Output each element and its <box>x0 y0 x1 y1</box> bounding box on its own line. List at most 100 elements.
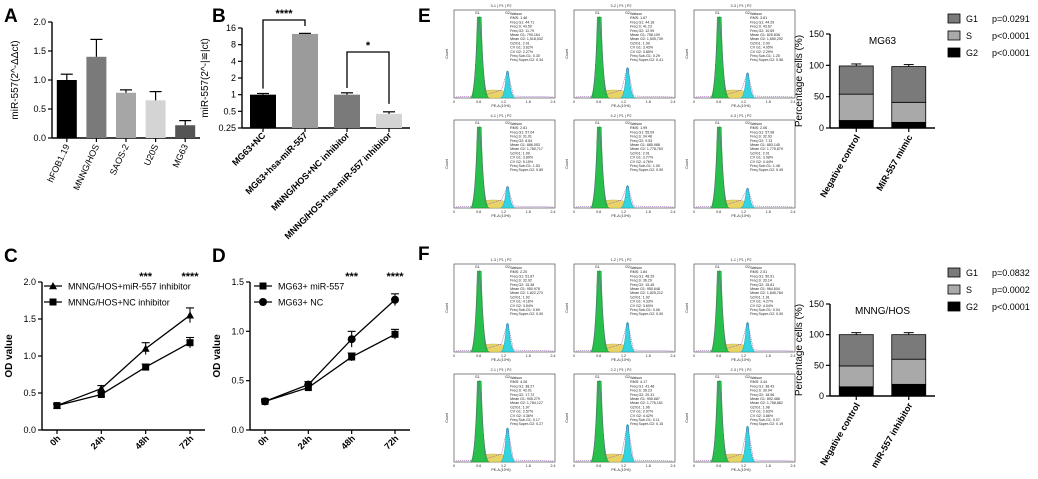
legend-p-value: p=0.0832 <box>992 268 1030 278</box>
histogram-stat: Freq G1: 38.27 <box>510 384 534 388</box>
histogram-stat: Freq Sub-G1: 1.48 <box>750 164 780 168</box>
histogram-x-label: PE-A (10^6) <box>731 358 750 362</box>
histogram-x-tick: 2.4 <box>550 464 555 468</box>
histogram-header: 2-1 | P1 | P2 <box>491 368 512 372</box>
legend-swatch <box>947 301 961 312</box>
y-tick-label: 0.0 <box>33 133 46 143</box>
y-tick-label: 150 <box>809 29 824 39</box>
histogram-stat: Freq G2: 15.45 <box>630 283 654 287</box>
histogram-stat: G2/G1: 1.96 <box>630 405 650 409</box>
g2-peak <box>500 323 516 353</box>
significance-bracket <box>262 19 306 89</box>
g1-peak <box>590 16 610 99</box>
histogram-stat: G2/G1: 1.92 <box>630 295 650 299</box>
legend-swatch <box>947 47 961 58</box>
histogram-x-tick: 0.6 <box>476 464 481 468</box>
g1-peak <box>710 380 730 463</box>
fit-curve <box>455 380 554 462</box>
legend-label: MNNG/HOS+miR-557 inhibitor <box>68 282 191 292</box>
y-tick-label: 0.25 <box>218 123 236 133</box>
histogram-x-label: PE-A (10^6) <box>731 104 750 108</box>
histogram-header: 2-3 | P1 | P2 <box>731 368 752 372</box>
histogram-x-label: PE-A (10^6) <box>491 214 510 218</box>
histogram-stat: CV G2: 4.04% <box>750 304 774 308</box>
histogram-stat: CV G2: 4.44% <box>750 160 774 164</box>
y-tick-label: 0 <box>819 391 824 401</box>
panel-letter-e: E <box>418 6 431 27</box>
g1-peak-label: G1 <box>475 121 480 125</box>
histogram-x-tick: 1.2 <box>621 210 626 214</box>
g2-peak <box>740 73 756 99</box>
histogram-y-label: Count <box>565 49 569 59</box>
g1-peak-label: G1 <box>715 121 720 125</box>
histogram-x-tick: 1.2 <box>501 464 506 468</box>
g1-peak <box>470 380 490 463</box>
histogram-frame <box>693 263 796 353</box>
histogram-x-tick: 1.8 <box>646 354 651 358</box>
g2-peak-label: G2 <box>745 121 750 125</box>
legend-p-value: p<0.0001 <box>992 31 1030 41</box>
stacked-segment-s <box>891 358 927 385</box>
panel-letter-a: A <box>4 6 18 27</box>
histogram-stat: Mean G2: 1,505,739 <box>630 37 663 41</box>
g2-peak <box>500 71 516 99</box>
histogram-stat: Freq Sub-G1: 0.11 <box>630 418 660 422</box>
histogram-stat: G2/G1: 2.01 <box>630 151 650 155</box>
series-line <box>56 314 191 407</box>
histogram-stat: Freq Super-G2: 0.90 <box>630 168 663 172</box>
g2-peak <box>620 185 636 209</box>
y-tick-label: 0.5 <box>23 388 36 398</box>
histogram-stat: Mean G1: 892.486 <box>750 397 780 401</box>
g2-peak <box>620 424 636 463</box>
histogram-stat: CV G1: 3.89% <box>510 156 534 160</box>
stacked-segment-s <box>838 365 874 388</box>
g1-peak-label: G1 <box>475 265 480 269</box>
histogram-x-tick: 1.2 <box>501 210 506 214</box>
histogram-y-label: Count <box>565 159 569 169</box>
g2-peak-label: G2 <box>745 375 750 379</box>
y-axis-label: miR-557(2^-ΔΔct) <box>10 40 21 119</box>
histogram-stat: Watson <box>630 12 642 16</box>
histogram-x-tick: 2.4 <box>670 210 675 214</box>
histogram-frame <box>573 9 676 99</box>
g2-peak-label: G2 <box>625 265 630 269</box>
stacked-segment-g2 <box>838 386 874 397</box>
histogram-x-tick: 2.4 <box>790 354 795 358</box>
significance-label: **** <box>181 271 199 283</box>
histogram-x-tick: 0 <box>453 100 455 104</box>
histogram-stat: Freq Sub-G1: 0.07 <box>750 418 780 422</box>
x-tick-label: 48h <box>133 433 151 451</box>
histogram-x-tick: 0.6 <box>716 464 721 468</box>
histogram-stat: Mean G1: 825.836 <box>750 33 780 37</box>
histogram-x-tick: 0 <box>573 354 575 358</box>
histogram-stat: Freq S: 36.23 <box>630 389 652 393</box>
histogram-x-label: PE-A (10^6) <box>611 214 630 218</box>
histogram-x-tick: 2.4 <box>790 210 795 214</box>
data-point-circle <box>391 295 399 304</box>
data-point-square <box>186 339 194 347</box>
histogram-stat: G2/G1: 2.00 <box>750 41 770 45</box>
stacked-segment-g2 <box>891 383 927 397</box>
x-tick-label: 0h <box>48 433 63 448</box>
histogram-x-label: PE-A (10^6) <box>611 358 630 362</box>
histogram-x-tick: 1.2 <box>741 354 746 358</box>
histogram-stat: RMS: 1.48 <box>510 16 527 20</box>
g1-peak-label: G1 <box>475 375 480 379</box>
histogram-stat: Freq G2: 10.69 <box>750 29 774 33</box>
histogram-x-tick: 0 <box>573 100 575 104</box>
histogram-stat: Freq G1: 51.87 <box>510 274 534 278</box>
histogram-stat: Mean G1: 905.687 <box>630 397 660 401</box>
histogram-x-tick: 0 <box>573 210 575 214</box>
histogram-stat: Freq G2: 11.79 <box>510 29 534 33</box>
histogram-stat: CV G1: 3.77% <box>630 156 654 160</box>
data-point-triangle <box>97 384 106 392</box>
y-axis-label: miR-557(2^-|≌|ct) <box>200 38 211 117</box>
histogram-stat: Watson <box>510 122 522 126</box>
histogram-stat: Freq G1: 41.48 <box>630 384 654 388</box>
y-tick-label: 8 <box>231 40 236 50</box>
histogram-stat: RMS: 1.84 <box>630 270 647 274</box>
histogram-stat: CV G1: 2.63% <box>750 410 774 414</box>
legend-label: MG63+ NC <box>278 298 324 308</box>
histogram-x-tick: 0 <box>453 464 455 468</box>
